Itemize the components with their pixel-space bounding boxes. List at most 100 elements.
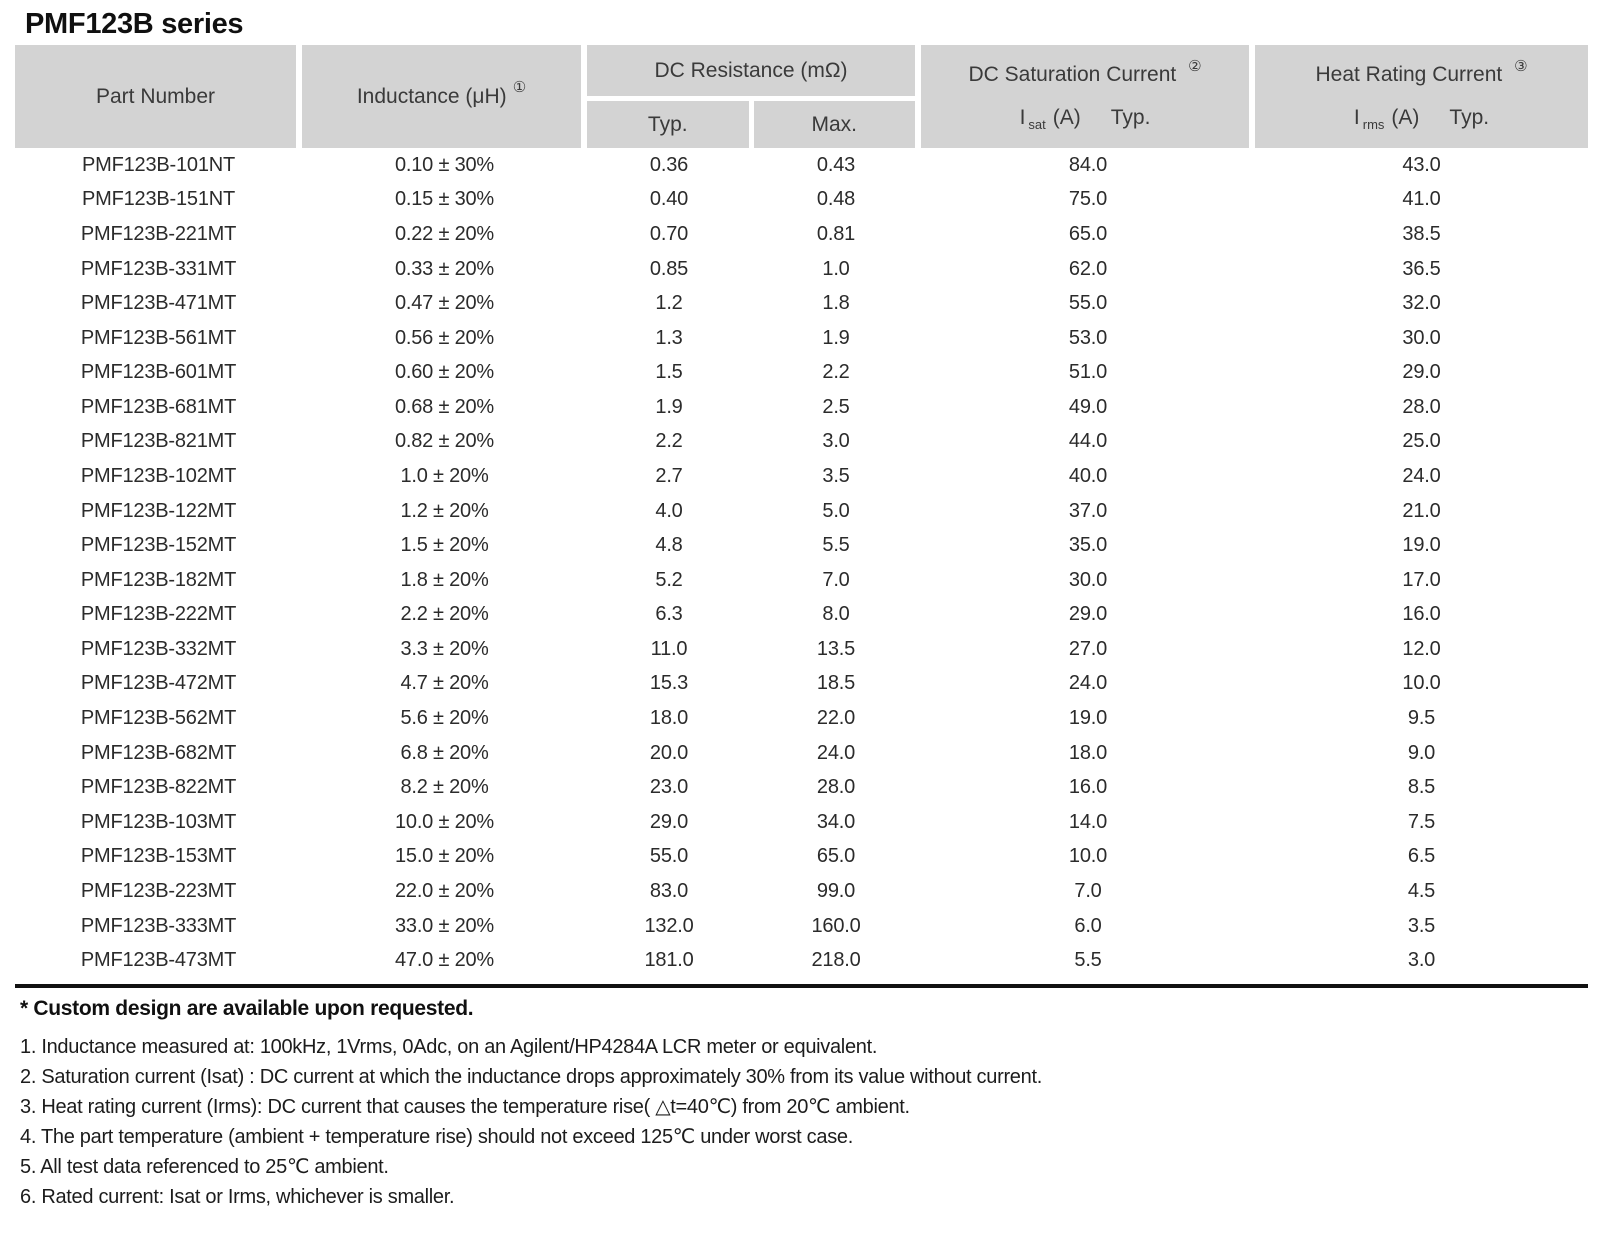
cell-dcr-typ: 1.3 xyxy=(655,326,683,349)
footnote: 2. Saturation current (Isat) : DC curren… xyxy=(20,1065,1042,1088)
cell-dcr-max: 99.0 xyxy=(816,879,856,902)
cell-part-number: PMF123B-103MT xyxy=(80,810,237,833)
cell-isat: 49.0 xyxy=(1068,395,1108,418)
cell-part-number: PMF123B-562MT xyxy=(80,707,237,730)
cell-dcr-typ: 181.0 xyxy=(644,949,694,972)
table-row: PMF123B-681MT 0.68 ± 20% 1.9 2.5 49.0 28… xyxy=(15,390,1588,425)
cell-irms: 3.0 xyxy=(1407,949,1436,972)
col-header-dc-saturation-label: DC Saturation Current xyxy=(968,63,1177,87)
cell-irms: 21.0 xyxy=(1402,499,1441,522)
cell-dcr-max: 3.0 xyxy=(822,430,850,453)
col-header-dc-resistance: DC Resistance (mΩ) Typ. Max. xyxy=(587,45,915,148)
table-row: PMF123B-682MT 6.8 ± 20% 20.0 24.0 18.0 9… xyxy=(15,736,1588,771)
irms-unit: (A) xyxy=(1391,105,1420,129)
cell-inductance: 8.2 ± 20% xyxy=(400,776,489,799)
note-ref-1-icon: ① xyxy=(512,78,527,96)
cell-irms: 10.0 xyxy=(1402,672,1441,695)
cell-dcr-max: 5.0 xyxy=(822,499,850,522)
cell-isat: 18.0 xyxy=(1068,741,1108,764)
cell-isat: 55.0 xyxy=(1068,292,1108,315)
cell-dcr-max: 218.0 xyxy=(811,949,861,972)
col-header-heat-rating-title: Heat Rating Current ③ xyxy=(1315,58,1527,87)
cell-isat: 16.0 xyxy=(1068,776,1108,799)
cell-part-number: PMF123B-333MT xyxy=(80,914,237,937)
page-title: PMF123B series xyxy=(25,8,244,40)
cell-part-number: PMF123B-331MT xyxy=(80,257,237,280)
cell-dcr-typ: 0.40 xyxy=(649,188,689,211)
col-header-dc-resistance-subrow: Typ. Max. xyxy=(587,101,915,148)
cell-dcr-typ: 5.2 xyxy=(655,568,683,591)
cell-dcr-typ: 1.9 xyxy=(655,395,683,418)
table-row: PMF123B-471MT 0.47 ± 20% 1.2 1.8 55.0 32… xyxy=(15,286,1588,321)
table-row: PMF123B-221MT 0.22 ± 20% 0.70 0.81 65.0 … xyxy=(15,217,1588,252)
cell-inductance: 0.68 ± 20% xyxy=(394,395,495,418)
cell-inductance: 1.2 ± 20% xyxy=(400,499,489,522)
cell-dcr-max: 18.5 xyxy=(816,672,856,695)
cell-inductance: 22.0 ± 20% xyxy=(394,879,495,902)
cell-irms: 6.5 xyxy=(1407,845,1436,868)
cell-inductance: 47.0 ± 20% xyxy=(394,949,495,972)
col-header-part-number-label: Part Number xyxy=(95,84,216,108)
cell-irms: 9.5 xyxy=(1407,707,1436,730)
cell-inductance: 4.7 ± 20% xyxy=(400,672,489,695)
cell-part-number: PMF123B-681MT xyxy=(80,395,237,418)
cell-dcr-typ: 2.2 xyxy=(655,430,683,453)
cell-dcr-max: 0.81 xyxy=(816,222,856,245)
table-row: PMF123B-122MT 1.2 ± 20% 4.0 5.0 37.0 21.… xyxy=(15,494,1588,529)
note-ref-2-icon: ② xyxy=(1188,58,1202,76)
cell-dcr-typ: 6.3 xyxy=(655,603,683,626)
cell-dcr-typ: 1.5 xyxy=(655,361,683,384)
cell-dcr-typ: 0.36 xyxy=(649,153,689,176)
cell-irms: 4.5 xyxy=(1407,879,1436,902)
cell-irms: 24.0 xyxy=(1402,464,1441,487)
cell-irms: 19.0 xyxy=(1402,534,1441,557)
table-row: PMF123B-223MT 22.0 ± 20% 83.0 99.0 7.0 4… xyxy=(15,874,1588,909)
cell-isat: 29.0 xyxy=(1068,603,1108,626)
cell-dcr-max: 2.5 xyxy=(822,395,850,418)
cell-dcr-max: 160.0 xyxy=(811,914,861,937)
cell-part-number: PMF123B-122MT xyxy=(80,499,237,522)
footnote: 4. The part temperature (ambient + tempe… xyxy=(20,1125,853,1148)
cell-part-number: PMF123B-471MT xyxy=(80,292,237,315)
cell-part-number: PMF123B-821MT xyxy=(80,430,237,453)
cell-dcr-max: 7.0 xyxy=(822,568,850,591)
col-header-dcr-typ: Typ. xyxy=(587,101,749,148)
cell-part-number: PMF123B-601MT xyxy=(80,361,237,384)
cell-part-number: PMF123B-682MT xyxy=(80,741,237,764)
cell-isat: 84.0 xyxy=(1068,153,1108,176)
table-row: PMF123B-473MT 47.0 ± 20% 181.0 218.0 5.5… xyxy=(15,943,1588,978)
cell-dcr-max: 0.48 xyxy=(816,188,856,211)
cell-inductance: 1.5 ± 20% xyxy=(400,534,489,557)
cell-irms: 30.0 xyxy=(1402,326,1441,349)
cell-isat: 30.0 xyxy=(1068,568,1108,591)
col-header-dcr-max: Max. xyxy=(753,101,915,148)
cell-dcr-typ: 132.0 xyxy=(644,914,694,937)
cell-part-number: PMF123B-102MT xyxy=(80,464,237,487)
cell-inductance: 0.22 ± 20% xyxy=(394,222,495,245)
footnote: 6. Rated current: Isat or Irms, whicheve… xyxy=(20,1185,455,1208)
col-header-part-number: Part Number xyxy=(15,45,296,148)
cell-dcr-max: 13.5 xyxy=(816,637,856,660)
cell-inductance: 33.0 ± 20% xyxy=(394,914,495,937)
cell-dcr-typ: 4.0 xyxy=(655,499,683,522)
cell-isat: 44.0 xyxy=(1068,430,1108,453)
cell-dcr-max: 5.5 xyxy=(822,534,850,557)
cell-part-number: PMF123B-152MT xyxy=(80,534,237,557)
col-header-dc-saturation-title: DC Saturation Current ② xyxy=(968,58,1201,87)
cell-inductance: 0.10 ± 30% xyxy=(394,153,495,176)
isat-typ-label: Typ. xyxy=(1110,105,1151,129)
cell-part-number: PMF123B-153MT xyxy=(80,845,237,868)
cell-irms: 38.5 xyxy=(1402,222,1441,245)
cell-dcr-typ: 11.0 xyxy=(650,637,688,660)
table-row: PMF123B-561MT 0.56 ± 20% 1.3 1.9 53.0 30… xyxy=(15,321,1588,356)
table-row: PMF123B-333MT 33.0 ± 20% 132.0 160.0 6.0… xyxy=(15,909,1588,944)
cell-irms: 3.5 xyxy=(1407,914,1436,937)
col-header-inductance: Inductance (μH) ① xyxy=(302,45,581,148)
isat-subscript: sat xyxy=(1028,116,1046,132)
cell-isat: 6.0 xyxy=(1074,914,1102,937)
cell-irms: 43.0 xyxy=(1402,153,1441,176)
table-bottom-rule xyxy=(15,983,1588,988)
